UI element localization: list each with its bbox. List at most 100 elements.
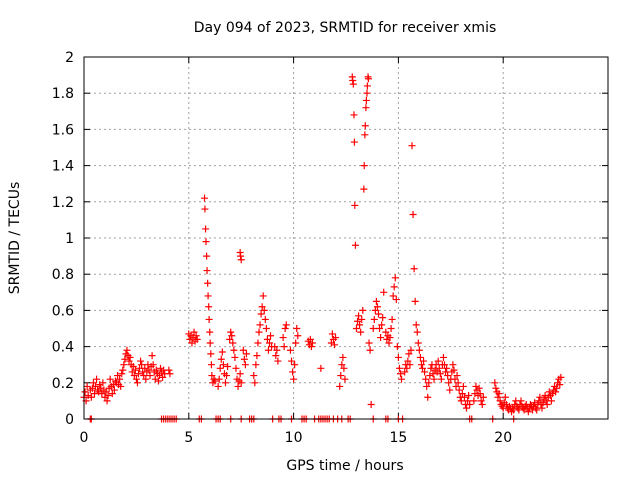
data-point: [361, 122, 369, 130]
data-point: [125, 357, 133, 365]
data-point: [406, 361, 414, 369]
data-point: [106, 375, 114, 383]
data-point: [365, 339, 373, 347]
data-point: [517, 397, 525, 405]
y-tick-label: 1.4: [52, 159, 74, 175]
plot-frame: [83, 56, 609, 420]
data-point: [355, 312, 363, 320]
data-point: [133, 379, 141, 387]
data-point: [241, 361, 249, 369]
data-point: [449, 361, 457, 369]
data-point: [356, 321, 364, 329]
data-point: [114, 372, 122, 380]
data-point: [349, 80, 357, 88]
data-point: [389, 292, 397, 300]
data-point: [165, 366, 173, 374]
x-axis-label: GPS time / hours: [286, 458, 403, 474]
y-tick-label: 1.6: [52, 122, 74, 138]
data-point: [420, 357, 428, 365]
data-point: [338, 361, 346, 369]
data-point: [443, 364, 451, 372]
data-point: [382, 328, 390, 336]
data-point: [450, 366, 458, 374]
data-point: [407, 346, 415, 354]
data-point: [387, 325, 395, 332]
grid-lines: [84, 57, 608, 419]
data-point: [202, 225, 210, 233]
data-point: [231, 353, 239, 361]
data-point: [459, 382, 467, 390]
data-point: [475, 384, 483, 392]
data-point: [102, 388, 110, 396]
data-point: [130, 372, 138, 380]
data-point: [103, 397, 111, 405]
data-point: [265, 339, 273, 347]
data-point: [134, 370, 142, 378]
data-point: [123, 346, 131, 354]
data-point: [89, 379, 97, 387]
data-point: [538, 404, 546, 412]
y-tick-label: 1.8: [52, 86, 74, 102]
data-point: [454, 379, 462, 387]
data-point: [470, 397, 478, 405]
data-point: [372, 297, 380, 305]
data-point: [104, 391, 112, 399]
data-point: [192, 332, 200, 340]
data-point: [393, 343, 401, 351]
data-point: [261, 315, 269, 323]
data-point: [376, 325, 384, 332]
data-point: [476, 390, 484, 398]
data-point: [121, 355, 129, 363]
data-point: [218, 348, 226, 356]
data-point: [430, 375, 438, 383]
data-point: [240, 355, 248, 363]
data-point: [543, 401, 551, 409]
data-point: [250, 372, 258, 380]
y-tick-label: 0.2: [52, 376, 74, 392]
data-point: [363, 89, 371, 97]
data-point: [273, 346, 281, 354]
data-point: [308, 339, 316, 347]
data-point: [557, 373, 565, 381]
data-point: [117, 382, 125, 390]
y-tick-label: 1.2: [52, 195, 74, 211]
data-point: [140, 372, 148, 380]
data-point: [536, 393, 544, 401]
data-point: [205, 303, 213, 311]
data-point: [477, 397, 485, 405]
data-point: [350, 111, 358, 119]
data-point: [556, 381, 564, 389]
data-point: [354, 317, 362, 325]
data-point: [145, 366, 153, 374]
data-point: [237, 256, 245, 264]
data-point: [478, 401, 486, 409]
data-point: [203, 267, 211, 275]
data-point: [254, 339, 262, 347]
data-point: [435, 364, 443, 372]
data-point: [317, 364, 325, 372]
data-point: [137, 357, 145, 365]
data-point: [98, 390, 106, 398]
data-point: [252, 361, 260, 369]
data-point: [138, 361, 146, 369]
data-point: [457, 397, 465, 405]
data-point: [422, 375, 430, 383]
data-point: [289, 368, 297, 376]
data-point: [416, 353, 424, 361]
data-point: [224, 363, 232, 371]
data-point: [404, 357, 412, 365]
data-point: [535, 397, 543, 405]
data-point: [445, 379, 453, 387]
data-point: [434, 357, 442, 365]
data-point: [337, 372, 345, 380]
data-point: [370, 315, 378, 323]
data-point: [201, 194, 209, 202]
data-point: [193, 335, 201, 343]
data-point: [148, 352, 156, 360]
data-point: [463, 404, 471, 412]
data-point: [357, 328, 365, 336]
data-point: [201, 205, 209, 213]
x-tick-label: 20: [494, 430, 512, 446]
y-tick-label: 0.4: [52, 340, 74, 356]
data-point: [386, 334, 394, 342]
